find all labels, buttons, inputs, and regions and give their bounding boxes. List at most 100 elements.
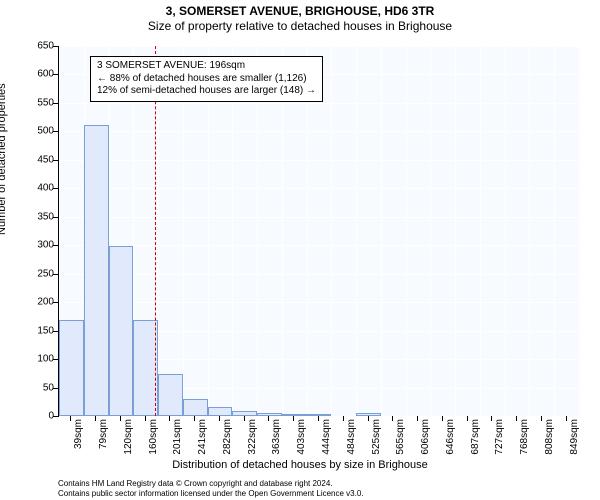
annotation-line3: 12% of semi-detached houses are larger (… [97, 85, 316, 98]
annotation-line1: 3 SOMERSET AVENUE: 196sqm [97, 60, 316, 73]
x-tick-mark [343, 416, 344, 421]
x-tick-mark [244, 416, 245, 421]
x-tick-label: 39sqm [73, 419, 84, 449]
x-tick-mark [566, 416, 567, 421]
x-tick-label: 444sqm [321, 419, 332, 455]
y-tick-mark [53, 388, 58, 389]
x-tick-mark [392, 416, 393, 421]
gridline-h [59, 188, 579, 189]
x-tick-label: 201sqm [172, 419, 183, 455]
histogram-bar [356, 413, 381, 416]
x-tick-mark [120, 416, 121, 421]
x-tick-label: 322sqm [247, 419, 258, 455]
y-tick-label: 200 [22, 297, 54, 308]
y-tick-mark [53, 416, 58, 417]
histogram-bar [84, 125, 109, 416]
gridline-v [232, 46, 233, 416]
x-tick-label: 484sqm [346, 419, 357, 455]
gridline-v [307, 46, 308, 416]
x-tick-mark [219, 416, 220, 421]
y-tick-label: 650 [22, 41, 54, 52]
gridline-h [59, 46, 579, 47]
histogram-bar [208, 407, 233, 416]
y-tick-label: 0 [22, 411, 54, 422]
histogram-bar [232, 411, 257, 416]
gridline-v [406, 46, 407, 416]
y-tick-label: 500 [22, 126, 54, 137]
x-tick-label: 727sqm [494, 419, 505, 455]
gridline-h [59, 131, 579, 132]
x-axis-label: Distribution of detached houses by size … [0, 459, 600, 471]
x-tick-mark [318, 416, 319, 421]
y-axis-label: Number of detached properties [0, 83, 8, 235]
y-tick-mark [53, 188, 58, 189]
gridline-h [59, 103, 579, 104]
chart-container: 3, SOMERSET AVENUE, BRIGHOUSE, HD6 3TR S… [0, 4, 600, 484]
gridline-h [59, 274, 579, 275]
gridline-v [579, 46, 580, 416]
gridline-h [59, 416, 579, 417]
y-tick-mark [53, 274, 58, 275]
y-tick-label: 150 [22, 325, 54, 336]
x-tick-mark [95, 416, 96, 421]
x-tick-label: 565sqm [395, 419, 406, 455]
y-tick-label: 350 [22, 211, 54, 222]
x-tick-label: 79sqm [98, 419, 109, 449]
gridline-v [356, 46, 357, 416]
y-tick-mark [53, 331, 58, 332]
plot-area [58, 46, 579, 417]
y-tick-mark [53, 103, 58, 104]
x-tick-mark [541, 416, 542, 421]
y-tick-mark [53, 302, 58, 303]
gridline-h [59, 217, 579, 218]
x-tick-mark [516, 416, 517, 421]
x-tick-label: 525sqm [371, 419, 382, 455]
histogram-bar [59, 320, 84, 416]
y-tick-mark [53, 359, 58, 360]
x-tick-label: 646sqm [445, 419, 456, 455]
x-tick-label: 241sqm [197, 419, 208, 455]
histogram-bar [158, 374, 183, 416]
y-tick-label: 250 [22, 268, 54, 279]
x-tick-mark [70, 416, 71, 421]
gridline-v [529, 46, 530, 416]
x-tick-mark [145, 416, 146, 421]
gridline-v [257, 46, 258, 416]
credits-line1: Contains HM Land Registry data © Crown c… [58, 479, 364, 489]
x-tick-mark [293, 416, 294, 421]
gridline-v [158, 46, 159, 416]
x-tick-mark [417, 416, 418, 421]
x-tick-label: 687sqm [470, 419, 481, 455]
reference-line [155, 46, 156, 416]
y-tick-label: 100 [22, 354, 54, 365]
gridline-v [208, 46, 209, 416]
histogram-bar [183, 399, 208, 416]
y-tick-label: 300 [22, 240, 54, 251]
gridline-h [59, 245, 579, 246]
y-tick-label: 550 [22, 97, 54, 108]
gridline-v [331, 46, 332, 416]
x-tick-label: 606sqm [420, 419, 431, 455]
gridline-v [282, 46, 283, 416]
chart-title-line2: Size of property relative to detached ho… [0, 19, 600, 33]
gridline-v [455, 46, 456, 416]
gridline-v [430, 46, 431, 416]
x-tick-label: 120sqm [123, 419, 134, 455]
x-tick-label: 282sqm [222, 419, 233, 455]
credits-line2: Contains public sector information licen… [58, 489, 364, 499]
x-tick-mark [491, 416, 492, 421]
histogram-bar [109, 246, 134, 416]
histogram-bar [257, 413, 282, 416]
gridline-v [183, 46, 184, 416]
x-tick-mark [194, 416, 195, 421]
x-tick-mark [467, 416, 468, 421]
x-tick-mark [368, 416, 369, 421]
annotation-box: 3 SOMERSET AVENUE: 196sqm ← 88% of detac… [90, 56, 323, 102]
x-tick-label: 768sqm [519, 419, 530, 455]
x-tick-label: 403sqm [296, 419, 307, 455]
chart-title-line1: 3, SOMERSET AVENUE, BRIGHOUSE, HD6 3TR [0, 4, 600, 18]
gridline-h [59, 302, 579, 303]
y-tick-label: 600 [22, 69, 54, 80]
gridline-v [381, 46, 382, 416]
y-tick-mark [53, 46, 58, 47]
